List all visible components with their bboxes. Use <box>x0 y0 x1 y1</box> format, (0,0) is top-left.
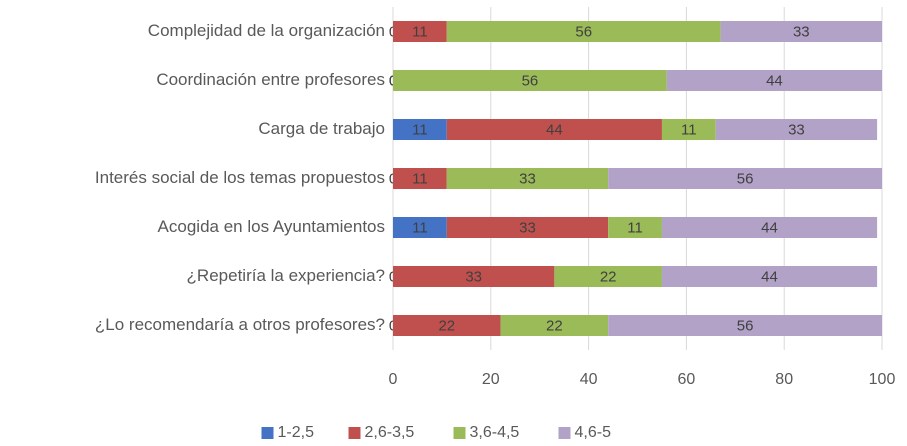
data-label: 33 <box>465 268 482 285</box>
x-tick-label: 60 <box>678 371 696 388</box>
legend-swatch <box>558 427 571 439</box>
bar-segment <box>715 119 878 140</box>
x-tick-label: 0 <box>389 371 398 388</box>
bar-segment <box>393 119 447 140</box>
data-label: 56 <box>737 170 754 187</box>
x-tick-label: 80 <box>775 371 793 388</box>
bar-segment <box>446 119 662 140</box>
bar-segment <box>393 70 667 91</box>
bar-segment <box>393 217 447 238</box>
bar-segment <box>446 21 721 42</box>
bar-segment <box>446 217 609 238</box>
x-tick-label: 40 <box>580 371 598 388</box>
bar-segment <box>393 266 555 287</box>
y-tick-label: Coordinación entre profesores <box>156 70 385 89</box>
legend-label: 2,6-3,5 <box>365 424 415 441</box>
bar-segment <box>554 266 662 287</box>
data-label: 56 <box>575 23 592 40</box>
data-label: 11 <box>412 170 428 187</box>
data-label: 33 <box>793 23 810 40</box>
y-tick-label: Complejidad de la organización <box>148 21 385 40</box>
data-label: 33 <box>519 219 536 236</box>
data-label: 11 <box>412 121 428 138</box>
data-label: 11 <box>681 121 697 138</box>
data-label: 33 <box>519 170 536 187</box>
data-label: 22 <box>438 317 455 334</box>
legend-label: 4,6-5 <box>575 424 612 441</box>
bar-segment <box>608 217 662 238</box>
legend-swatch <box>453 427 466 439</box>
data-label: 22 <box>546 317 563 334</box>
y-tick-label: ¿Repetiría la experiencia? <box>187 266 385 285</box>
data-label: 22 <box>600 268 617 285</box>
legend-label: 3,6-4,5 <box>470 424 520 441</box>
bar-segment <box>608 168 882 189</box>
bar-segment <box>500 315 609 336</box>
data-label: 56 <box>737 317 754 334</box>
bar-segment <box>608 315 882 336</box>
y-tick-label: Interés social de los temas propuestos <box>95 168 385 187</box>
legend-swatch <box>348 427 361 439</box>
data-label: 11 <box>627 219 643 236</box>
bar-segment <box>446 168 609 189</box>
data-label: 11 <box>412 23 428 40</box>
data-label: 56 <box>522 72 539 89</box>
x-tick-label: 100 <box>869 371 896 388</box>
y-tick-label: Carga de trabajo <box>258 119 385 138</box>
data-label: 44 <box>546 121 563 138</box>
bar-segment <box>393 21 447 42</box>
legend-swatch <box>261 427 274 439</box>
bar-segment <box>666 70 882 91</box>
bar-segment <box>661 119 716 140</box>
data-label: 44 <box>766 72 783 89</box>
x-tick-label: 20 <box>482 371 500 388</box>
data-label: 11 <box>412 219 428 236</box>
data-label: 33 <box>788 121 805 138</box>
bar-segment <box>720 21 882 42</box>
legend-label: 1-2,5 <box>278 424 315 441</box>
bar-segment <box>393 168 447 189</box>
data-label: 44 <box>761 219 778 236</box>
bar-segment <box>393 315 501 336</box>
data-label: 44 <box>761 268 778 285</box>
y-tick-label: ¿Lo recomendaría a otros profesores? <box>95 315 385 334</box>
bar-segment <box>661 266 878 287</box>
bar-segment <box>661 217 878 238</box>
y-tick-label: Acogida en los Ayuntamientos <box>158 217 385 236</box>
